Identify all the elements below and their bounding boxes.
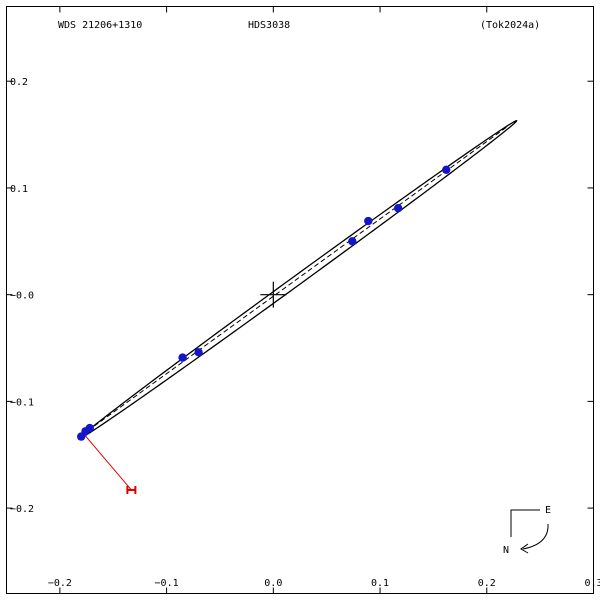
x-tick-label: 0.0 bbox=[264, 578, 282, 589]
residual-lines bbox=[82, 433, 137, 494]
y-tick-label: 0.1 bbox=[10, 184, 28, 195]
compass: E N bbox=[503, 505, 551, 556]
compass-north-label: N bbox=[503, 545, 509, 556]
y-tick-label: −0.2 bbox=[10, 504, 34, 515]
observation-point bbox=[348, 237, 357, 246]
y-tick-label: 0.2 bbox=[10, 77, 28, 88]
observation-points bbox=[77, 165, 451, 441]
discoverer-label: HDS3038 bbox=[248, 20, 290, 31]
compass-rotation-arrow bbox=[522, 523, 549, 550]
x-tick-label: 0.1 bbox=[371, 578, 389, 589]
y-tick-label: −0.0 bbox=[10, 291, 34, 302]
y-tick-label: −0.1 bbox=[10, 397, 34, 408]
x-tick-label: 0.3 bbox=[584, 578, 600, 589]
x-tick-label: 0.2 bbox=[478, 578, 496, 589]
x-tick-label: −0.2 bbox=[48, 578, 72, 589]
axis-ticks: −0.2 −0.1 0.0 0.1 0.2 0.3 0.2 0.1 −0.0 −0.1 −0.2 bbox=[6, 6, 600, 594]
residual-line bbox=[82, 433, 132, 491]
observation-point bbox=[85, 423, 94, 433]
compass-east-arm bbox=[510, 509, 540, 537]
primary-star-marker bbox=[260, 281, 287, 308]
observation-point bbox=[194, 348, 203, 357]
compass-arrow-head bbox=[520, 543, 529, 554]
observation-point bbox=[393, 204, 403, 213]
apparent-orbit bbox=[78, 119, 518, 440]
x-tick-label: −0.1 bbox=[155, 578, 179, 589]
observation-point bbox=[364, 216, 373, 226]
wds-id-label: WDS 21206+1310 bbox=[58, 20, 142, 31]
compass-east-label: E bbox=[545, 505, 551, 516]
reference-label: (Tok2024a) bbox=[480, 20, 540, 31]
plot-frame bbox=[6, 6, 594, 594]
orbit-ellipse bbox=[78, 119, 518, 440]
observation-point bbox=[178, 353, 187, 362]
observation-point bbox=[442, 165, 451, 174]
